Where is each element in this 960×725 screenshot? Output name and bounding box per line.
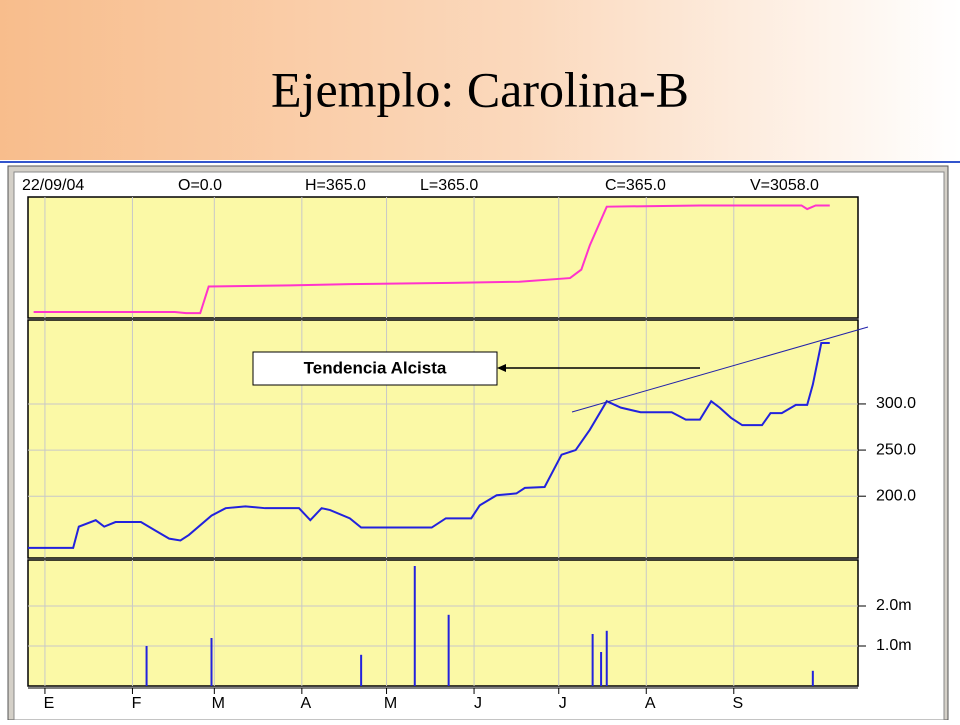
price-line [28,342,830,549]
y-tick-label: 300.0 [876,395,916,412]
x-tick-label: E [44,695,55,712]
y-tick-label: 2.0m [876,597,912,614]
volume-bar [413,566,416,686]
x-tick-label: A [301,695,312,712]
volume-bar [447,614,450,686]
panel [27,559,859,687]
arrow-head [497,364,506,372]
x-tick-label: J [559,695,567,712]
annotation: Tendencia Alcista [304,358,447,377]
volume-bar [811,670,814,686]
panel [27,196,859,319]
header-field: O=0.0 [178,177,222,194]
volume-bar [605,630,608,686]
volume-bar [360,654,363,686]
header-field: V=3058.0 [750,177,819,194]
price-line [33,204,830,315]
header-field: C=365.0 [605,177,666,194]
x-tick-label: F [132,695,142,712]
x-tick-label: M [212,695,225,712]
header-row: 22/09/04 O=0.0 H=365.0 L=365.0 C=365.0 V=3058… [22,177,819,194]
y-tick-label: 1.0m [876,637,912,654]
x-tick-label: S [732,695,743,712]
volume-bar [600,652,603,686]
volume-bar [210,638,213,686]
x-tick-label: J [474,695,482,712]
volume-bar [145,646,148,686]
annotation-box [252,351,498,386]
title-band [0,0,960,160]
x-tick-label: A [645,695,656,712]
header-field: H=365.0 [305,177,366,194]
x-tick-label: M [384,695,397,712]
y-tick-label: 250.0 [876,441,916,458]
plot-area: 200.0 250.0 300.0 1.0m 2.0m E F M A M J J A S [27,196,916,712]
y-tick-label: 200.0 [876,487,916,504]
header-field: 22/09/04 [22,177,84,194]
header-field: L=365.0 [420,177,478,194]
slide-title: Ejemplo: Carolina-B [271,61,689,117]
volume-bar [591,634,594,686]
trend-line [571,326,869,413]
